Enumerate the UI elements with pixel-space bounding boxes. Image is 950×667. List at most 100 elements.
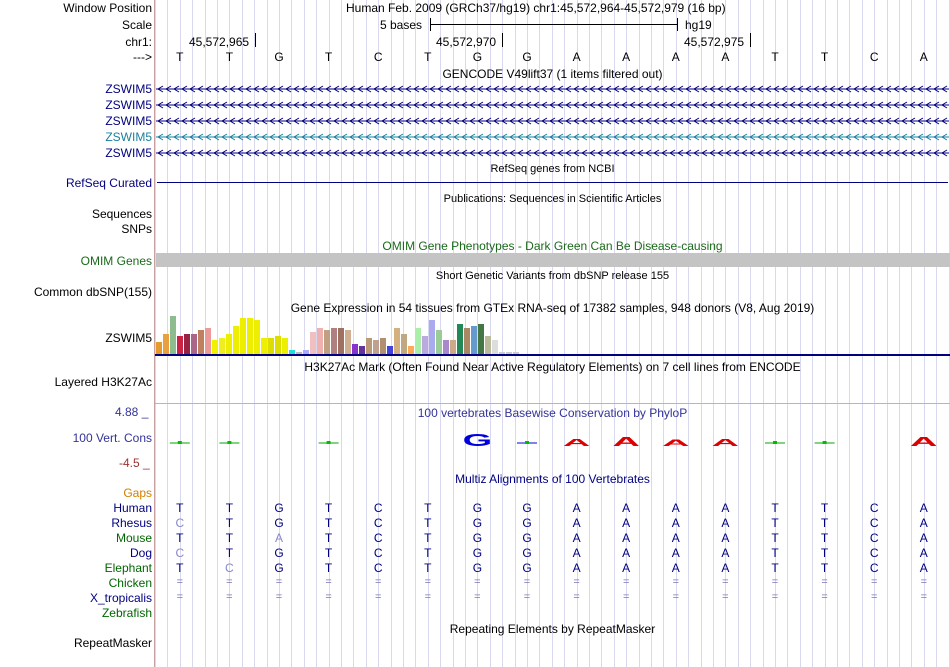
gtex-tissue-bar[interactable] xyxy=(359,346,365,354)
conservation-base-logo[interactable]: A xyxy=(910,434,937,449)
gtex-tissue-bar[interactable] xyxy=(408,346,414,354)
gtex-tissue-bar[interactable] xyxy=(373,340,379,354)
gtex-tissue-bar[interactable] xyxy=(387,346,393,354)
gtex-tissue-bar[interactable] xyxy=(275,336,281,354)
gtex-tissue-bar[interactable] xyxy=(415,328,421,354)
gtex-tissue-bar[interactable] xyxy=(163,334,169,354)
conservation-base-logo[interactable]: A xyxy=(563,437,590,448)
gtex-gene-label[interactable]: ZSWIM5 xyxy=(105,331,152,345)
gtex-tissue-bar[interactable] xyxy=(296,352,302,354)
gtex-tissue-bar[interactable] xyxy=(191,334,197,354)
gtex-tissue-bar[interactable] xyxy=(226,334,232,354)
gencode-gene-model[interactable] xyxy=(156,132,949,142)
omim-track-title[interactable]: OMIM Gene Phenotypes - Dark Green Can Be… xyxy=(382,239,723,253)
strand-arrow-label[interactable]: ---> xyxy=(133,50,152,64)
gtex-tissue-bar[interactable] xyxy=(429,320,435,354)
gtex-tissue-bar[interactable] xyxy=(310,332,316,354)
gtex-tissue-bar[interactable] xyxy=(289,350,295,354)
gtex-tissue-bar[interactable] xyxy=(205,328,211,354)
gtex-tissue-bar[interactable] xyxy=(303,350,309,354)
gencode-gene-model[interactable] xyxy=(156,100,949,110)
gtex-tissue-bar[interactable] xyxy=(261,338,267,354)
gencode-gene-model[interactable] xyxy=(156,116,949,126)
gtex-tissue-bar[interactable] xyxy=(233,326,239,354)
dbsnp-track-title[interactable]: Short Genetic Variants from dbSNP releas… xyxy=(435,270,670,282)
gtex-tissue-bar[interactable] xyxy=(219,338,225,354)
multiz-species-label[interactable]: Rhesus xyxy=(111,516,152,530)
dbsnp-label[interactable]: Common dbSNP(155) xyxy=(33,285,152,299)
gencode-gene-label[interactable]: ZSWIM5 xyxy=(105,82,152,96)
gtex-tissue-bar[interactable] xyxy=(478,324,484,354)
refseq-track-title[interactable]: RefSeq genes from NCBI xyxy=(490,163,615,175)
gtex-tissue-bar[interactable] xyxy=(345,330,351,354)
gtex-tissue-bar[interactable] xyxy=(450,340,456,354)
repeatmasker-track-title[interactable]: Repeating Elements by RepeatMasker xyxy=(449,622,656,636)
gtex-tissue-bar[interactable] xyxy=(317,328,323,354)
gtex-tissue-bar[interactable] xyxy=(485,336,491,354)
gtex-tissue-bar[interactable] xyxy=(254,320,260,354)
gencode-gene-label[interactable]: ZSWIM5 xyxy=(105,114,152,128)
gtex-barchart[interactable] xyxy=(155,314,950,358)
omim-label[interactable]: OMIM Genes xyxy=(80,254,152,268)
gtex-tissue-bar[interactable] xyxy=(324,330,330,354)
multiz-species-label[interactable]: Dog xyxy=(129,546,152,560)
omim-gene-bar[interactable] xyxy=(156,253,950,267)
multiz-species-label[interactable]: Chicken xyxy=(108,576,152,590)
gtex-tissue-bar[interactable] xyxy=(240,318,246,354)
gtex-tissue-bar[interactable] xyxy=(513,352,519,354)
snps-label[interactable]: SNPs xyxy=(121,222,152,236)
gtex-tissue-bar[interactable] xyxy=(338,328,344,354)
conservation-track-title[interactable]: 100 vertebrates Basewise Conservation by… xyxy=(417,406,688,420)
gtex-tissue-bar[interactable] xyxy=(177,336,183,354)
sequences-label[interactable]: Sequences xyxy=(91,207,152,221)
gencode-gene-label[interactable]: ZSWIM5 xyxy=(105,98,152,112)
gtex-tissue-bar[interactable] xyxy=(282,338,288,354)
gtex-track-title[interactable]: Gene Expression in 54 tissues from GTEx … xyxy=(290,301,815,315)
conservation-label[interactable]: 100 Vert. Cons xyxy=(72,431,152,445)
gencode-track-title[interactable]: GENCODE V49lift37 (1 items filtered out) xyxy=(442,67,663,81)
gtex-tissue-bar[interactable] xyxy=(499,352,505,354)
gtex-tissue-bar[interactable] xyxy=(457,324,463,354)
gtex-tissue-bar[interactable] xyxy=(352,344,358,354)
gtex-tissue-bar[interactable] xyxy=(506,352,512,354)
gtex-tissue-bar[interactable] xyxy=(443,340,449,354)
multiz-track-title[interactable]: Multiz Alignments of 100 Vertebrates xyxy=(455,472,650,486)
multiz-species-label[interactable]: Mouse xyxy=(115,531,152,545)
gtex-tissue-bar[interactable] xyxy=(184,334,190,354)
gaps-label[interactable]: Gaps xyxy=(123,486,152,500)
gtex-tissue-bar[interactable] xyxy=(268,338,274,354)
gtex-tissue-bar[interactable] xyxy=(464,328,470,354)
conservation-base-logo[interactable]: G xyxy=(463,431,493,451)
conservation-base-logo[interactable]: A xyxy=(662,438,690,448)
gtex-tissue-bar[interactable] xyxy=(436,330,442,354)
gtex-tissue-bar[interactable] xyxy=(212,340,218,354)
publications-track-title[interactable]: Publications: Sequences in Scientific Ar… xyxy=(443,193,662,205)
gtex-tissue-bar[interactable] xyxy=(170,316,176,354)
refseq-label[interactable]: RefSeq Curated xyxy=(65,176,152,190)
gtex-tissue-bar[interactable] xyxy=(422,336,428,354)
refseq-gene-line[interactable] xyxy=(157,182,948,183)
multiz-species-label[interactable]: Elephant xyxy=(104,561,152,575)
multiz-species-label[interactable]: Human xyxy=(113,501,152,515)
gencode-gene-model[interactable] xyxy=(156,148,949,158)
gtex-tissue-bar[interactable] xyxy=(492,340,498,354)
gtex-tissue-bar[interactable] xyxy=(471,326,477,354)
repeatmasker-label[interactable]: RepeatMasker xyxy=(73,636,152,650)
gtex-tissue-bar[interactable] xyxy=(247,318,253,354)
gtex-tissue-bar[interactable] xyxy=(198,330,204,354)
gtex-tissue-bar[interactable] xyxy=(380,338,386,354)
h3k27ac-track-title[interactable]: H3K27Ac Mark (Often Found Near Active Re… xyxy=(304,360,801,374)
gencode-gene-label[interactable]: ZSWIM5 xyxy=(105,130,152,144)
gtex-tissue-bar[interactable] xyxy=(331,328,337,354)
gencode-gene-label[interactable]: ZSWIM5 xyxy=(105,146,152,160)
conservation-base-logo[interactable]: A xyxy=(612,434,639,449)
multiz-species-label[interactable]: Zebrafish xyxy=(101,606,152,620)
gencode-gene-model[interactable] xyxy=(156,84,949,94)
multiz-species-label[interactable]: X_tropicalis xyxy=(89,591,152,605)
conservation-base-logo[interactable]: A xyxy=(712,437,739,448)
gtex-tissue-bar[interactable] xyxy=(394,328,400,354)
gtex-tissue-bar[interactable] xyxy=(366,338,372,354)
h3k27ac-label[interactable]: Layered H3K27Ac xyxy=(54,375,152,389)
gtex-tissue-bar[interactable] xyxy=(401,334,407,354)
